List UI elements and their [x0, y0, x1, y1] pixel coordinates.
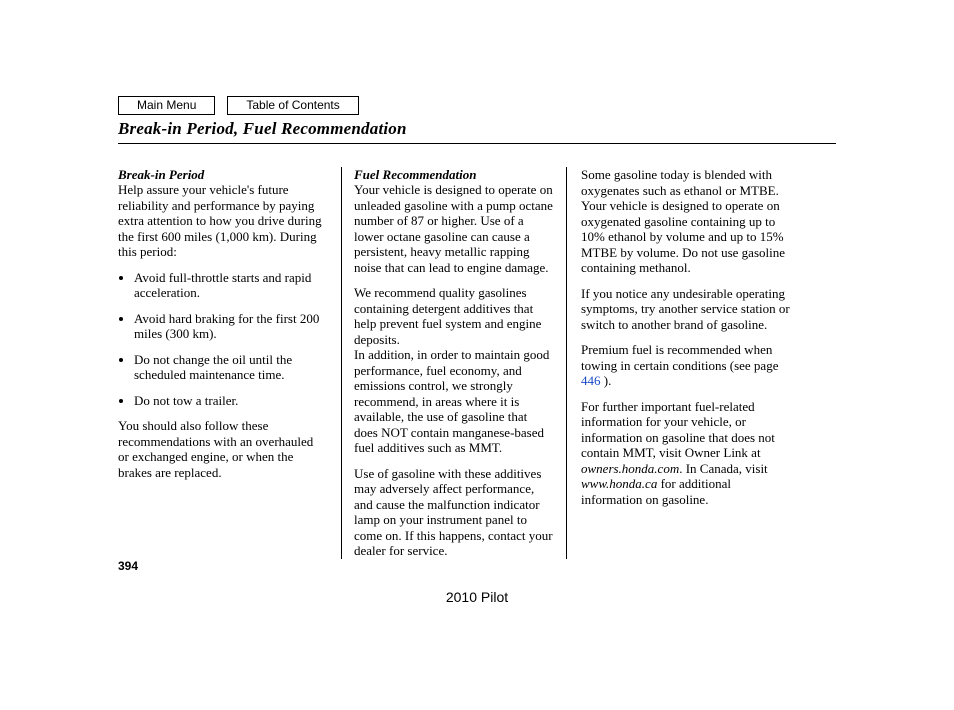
fuel-p1: Your vehicle is designed to operate on u…	[354, 182, 553, 275]
hondaca-link: www.honda.ca	[581, 476, 657, 491]
list-item: Do not change the oil until the schedule…	[134, 352, 323, 383]
content-columns: Break-in Period Help assure your vehicle…	[118, 167, 836, 559]
breakin-intro: Help assure your vehicle's future reliab…	[118, 182, 322, 259]
text-span: ).	[601, 373, 612, 388]
fuel-p3: In addition, in order to maintain good p…	[354, 347, 554, 456]
manual-page: { "nav":{"main":"Main Menu","toc":"Table…	[0, 0, 954, 710]
footer-model: 2010 Pilot	[0, 589, 954, 605]
text-span: For further important fuel-related infor…	[581, 399, 775, 461]
list-item: Avoid hard braking for the first 200 mil…	[134, 311, 323, 342]
fuel-p4: Use of gasoline with these additives may…	[354, 466, 554, 559]
fuel-symptoms: If you notice any undesirable operating …	[581, 286, 792, 333]
list-item: Do not tow a trailer.	[134, 393, 323, 409]
text-span: . In Canada, visit	[679, 461, 767, 476]
page-link-446[interactable]: 446	[581, 373, 601, 388]
title-rule	[118, 143, 836, 144]
toc-button[interactable]: Table of Contents	[227, 96, 358, 115]
fuel-moreinfo: For further important fuel-related infor…	[581, 399, 792, 508]
owners-link: owners.honda.com	[581, 461, 679, 476]
fuel-p2: We recommend quality gasolines containin…	[354, 285, 554, 347]
page-title: Break-in Period, Fuel Recommendation	[118, 119, 407, 139]
column-fuel: Fuel Recommendation Your vehicle is desi…	[341, 167, 567, 559]
column-fuel-cont: Some gasoline today is blended with oxyg…	[567, 167, 792, 559]
text-span: Premium fuel is recommended when towing …	[581, 342, 778, 373]
page-number: 394	[118, 559, 138, 573]
breakin-list: Avoid full-throttle starts and rapid acc…	[118, 270, 323, 409]
main-menu-button[interactable]: Main Menu	[118, 96, 215, 115]
column-breakin: Break-in Period Help assure your vehicle…	[118, 167, 341, 559]
breakin-tail: You should also follow these recommendat…	[118, 418, 323, 480]
top-nav: Main Menu Table of Contents	[118, 96, 359, 115]
fuel-oxy: Some gasoline today is blended with oxyg…	[581, 167, 792, 276]
fuel-premium: Premium fuel is recommended when towing …	[581, 342, 792, 389]
heading-fuel: Fuel Recommendation	[354, 167, 554, 182]
heading-breakin: Break-in Period	[118, 167, 323, 182]
list-item: Avoid full-throttle starts and rapid acc…	[134, 270, 323, 301]
